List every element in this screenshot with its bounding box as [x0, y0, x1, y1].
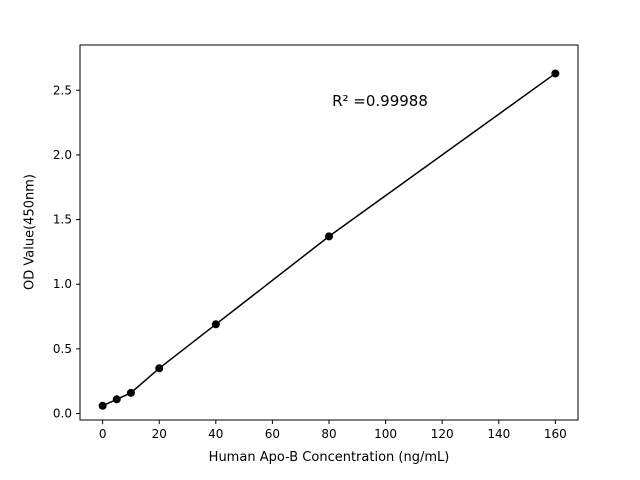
y-axis-label: OD Value(450nm) [22, 174, 38, 290]
x-tick-label: 140 [487, 427, 510, 441]
y-tick-label: 0.5 [53, 342, 72, 356]
x-tick-label: 40 [208, 427, 223, 441]
x-tick-label: 100 [374, 427, 397, 441]
x-axis-label: Human Apo-B Concentration (ng/mL) [208, 450, 450, 465]
y-tick-label: 1.5 [53, 213, 72, 227]
y-tick-label: 1.0 [53, 277, 72, 291]
data-point [126, 388, 135, 397]
data-point [551, 69, 560, 78]
x-tick-label: 0 [99, 427, 107, 441]
x-tick-label: 80 [321, 427, 336, 441]
x-tick-label: 60 [265, 427, 280, 441]
data-point [325, 232, 333, 241]
data-point [155, 364, 164, 373]
r-squared-annotation: R² =0.99988 [332, 92, 428, 110]
x-tick-label: 120 [431, 427, 454, 441]
x-tick-label: 20 [152, 427, 167, 441]
y-tick-label: 0.0 [53, 407, 72, 421]
data-point [98, 401, 107, 410]
y-tick-label: 2.5 [53, 83, 72, 97]
data-point [112, 395, 121, 404]
data-point [211, 320, 220, 329]
x-tick-label: 160 [544, 427, 567, 441]
y-tick-label: 2.0 [53, 148, 72, 162]
